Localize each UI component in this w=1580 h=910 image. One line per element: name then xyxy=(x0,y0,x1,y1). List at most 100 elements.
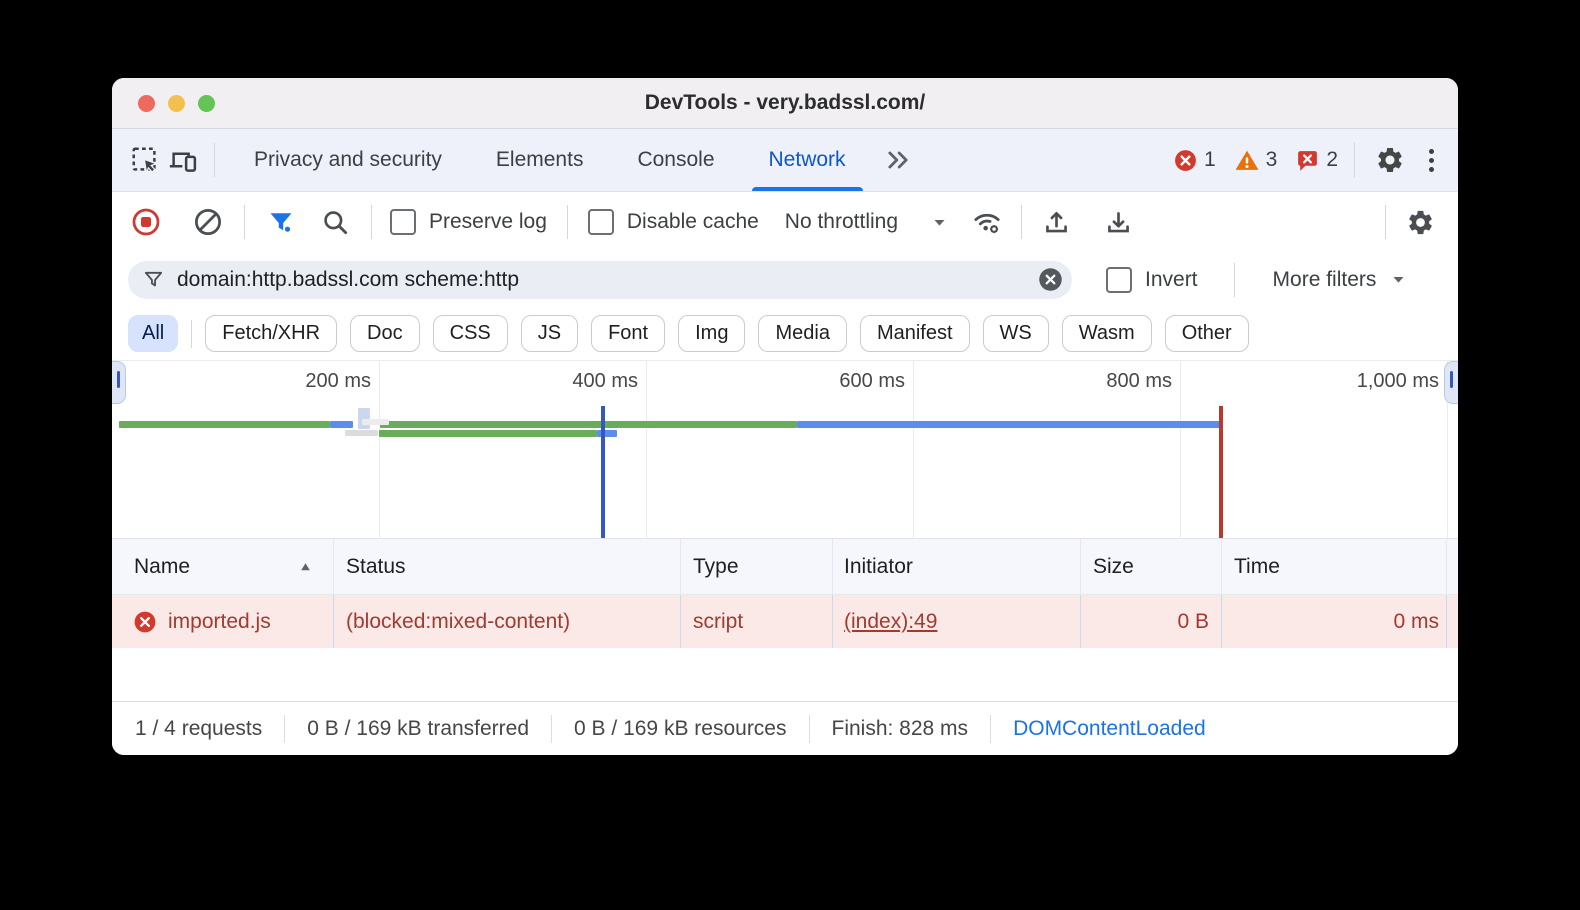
warning-icon xyxy=(1235,150,1259,170)
chevron-down-icon xyxy=(1393,277,1404,283)
type-filter-media[interactable]: Media xyxy=(758,315,847,352)
summary-bar: 1 / 4 requests 0 B / 169 kB transferred … xyxy=(112,701,1458,755)
filter-input-container xyxy=(128,260,1072,299)
import-har-button[interactable] xyxy=(1038,204,1074,240)
divider xyxy=(566,205,568,239)
divider xyxy=(214,143,215,177)
zoom-window-button[interactable] xyxy=(198,94,215,112)
error-icon xyxy=(1175,149,1196,171)
tab-console[interactable]: Console xyxy=(637,148,715,171)
warnings-count: 3 xyxy=(1265,148,1278,171)
close-window-button[interactable] xyxy=(138,94,155,112)
type-filter-fetch-xhr[interactable]: Fetch/XHR xyxy=(205,315,338,352)
more-filters-button[interactable]: More filters xyxy=(1273,268,1408,292)
network-toolbar: Preserve log Disable cache No throttling xyxy=(112,192,1458,252)
throttling-select[interactable]: No throttling xyxy=(785,210,947,234)
type-filter-other[interactable]: Other xyxy=(1164,315,1249,352)
type-filter-ws[interactable]: WS xyxy=(982,315,1049,352)
preserve-log-checkbox[interactable] xyxy=(390,209,416,235)
disable-cache-control: Disable cache xyxy=(587,209,759,235)
disable-cache-checkbox[interactable] xyxy=(587,209,614,235)
column-header-size[interactable]: Size xyxy=(1081,539,1222,594)
issues-count: 2 xyxy=(1326,148,1338,171)
column-header-initiator[interactable]: Initiator xyxy=(833,539,1081,594)
column-header-status[interactable]: Status xyxy=(334,539,681,594)
column-header-name[interactable]: Name xyxy=(112,539,334,594)
clear-filter-button[interactable] xyxy=(1037,266,1064,293)
overview-gridline xyxy=(1180,361,1181,538)
issues-badge[interactable]: 2 xyxy=(1295,148,1338,173)
export-har-button[interactable] xyxy=(1100,204,1136,240)
record-icon xyxy=(132,208,160,236)
clear-network-log-button[interactable] xyxy=(190,204,226,240)
network-conditions-icon xyxy=(974,213,1000,234)
sort-ascending-icon xyxy=(301,562,310,570)
table-gutter xyxy=(1447,539,1458,594)
divider xyxy=(1021,205,1023,239)
type-filter-font[interactable]: Font xyxy=(591,315,666,352)
tab-elements[interactable]: Elements xyxy=(495,148,584,171)
tab-network[interactable]: Network xyxy=(742,129,873,191)
type-filter-all[interactable]: All xyxy=(128,315,179,352)
device-toolbar-button[interactable] xyxy=(164,141,202,179)
gear-icon xyxy=(1408,210,1432,234)
type-filter-css[interactable]: CSS xyxy=(432,315,508,352)
type-filter-js[interactable]: JS xyxy=(520,315,579,352)
request-name: imported.js xyxy=(168,609,271,633)
filter-input[interactable] xyxy=(175,266,1037,293)
settings-button[interactable] xyxy=(1371,141,1409,179)
divider xyxy=(191,319,193,348)
status-badges: 1 3 2 xyxy=(1173,148,1338,173)
search-icon xyxy=(323,210,347,234)
type-filter-wasm[interactable]: Wasm xyxy=(1061,315,1152,352)
record-network-log-button[interactable] xyxy=(128,204,164,240)
type-filter-manifest[interactable]: Manifest xyxy=(859,315,970,352)
blocked-request-icon xyxy=(134,611,156,632)
overview-queueing-bar xyxy=(362,419,389,425)
network-conditions-button[interactable] xyxy=(969,204,1005,240)
column-header-type[interactable]: Type xyxy=(681,539,833,594)
filter-toggle-button[interactable] xyxy=(263,204,299,240)
chevron-double-right-icon xyxy=(887,151,908,169)
window-title: DevTools - very.badssl.com/ xyxy=(644,91,926,114)
overview-request-bar-blue xyxy=(597,430,617,437)
devtools-tab-bar: Privacy and security Elements Console Ne… xyxy=(112,129,1458,192)
invert-label: Invert xyxy=(1145,267,1198,291)
request-time-cell: 0 ms xyxy=(1222,595,1447,648)
column-header-time[interactable]: Time xyxy=(1222,539,1447,594)
warnings-badge[interactable]: 3 xyxy=(1234,148,1278,173)
errors-count: 1 xyxy=(1203,148,1216,171)
main-menu-button[interactable] xyxy=(1423,143,1440,178)
divider xyxy=(1385,205,1386,239)
preserve-log-label: Preserve log xyxy=(429,210,547,233)
gear-icon xyxy=(1378,148,1402,172)
type-filter-doc[interactable]: Doc xyxy=(350,315,420,352)
issues-icon xyxy=(1298,150,1318,171)
filter-row: Invert More filters xyxy=(112,252,1458,307)
errors-badge[interactable]: 1 xyxy=(1173,148,1216,173)
request-status-cell: (blocked:mixed-content) xyxy=(334,595,681,648)
minimize-window-button[interactable] xyxy=(168,94,185,112)
request-name-cell[interactable]: imported.js xyxy=(112,595,334,648)
overview-tick-label: 600 ms xyxy=(839,370,905,392)
disable-cache-label: Disable cache xyxy=(626,210,759,233)
network-overview-timeline[interactable]: 200 ms 400 ms 600 ms 800 ms 1,000 ms xyxy=(112,361,1458,539)
network-settings-button[interactable] xyxy=(1402,204,1438,240)
inspect-icon xyxy=(132,147,159,175)
inspect-element-button[interactable] xyxy=(126,141,164,179)
search-button[interactable] xyxy=(317,204,353,240)
overview-request-bar-blue xyxy=(330,421,353,428)
type-filter-img[interactable]: Img xyxy=(678,315,746,352)
invert-checkbox[interactable] xyxy=(1106,266,1132,293)
preserve-log-control: Preserve log xyxy=(390,209,547,235)
more-tabs-button[interactable] xyxy=(879,141,917,179)
overview-request-bar-green xyxy=(379,430,597,437)
tab-privacy-and-security[interactable]: Privacy and security xyxy=(254,148,442,171)
initiator-link[interactable]: (index):49 xyxy=(844,609,938,633)
overview-window-handle-left[interactable] xyxy=(112,361,126,404)
invert-filter-control: Invert xyxy=(1106,266,1198,293)
divider xyxy=(1233,262,1235,297)
overview-window-handle-right[interactable] xyxy=(1444,361,1458,404)
table-row[interactable]: imported.js (blocked:mixed-content) scri… xyxy=(112,595,1458,648)
table-gutter xyxy=(1447,595,1458,648)
